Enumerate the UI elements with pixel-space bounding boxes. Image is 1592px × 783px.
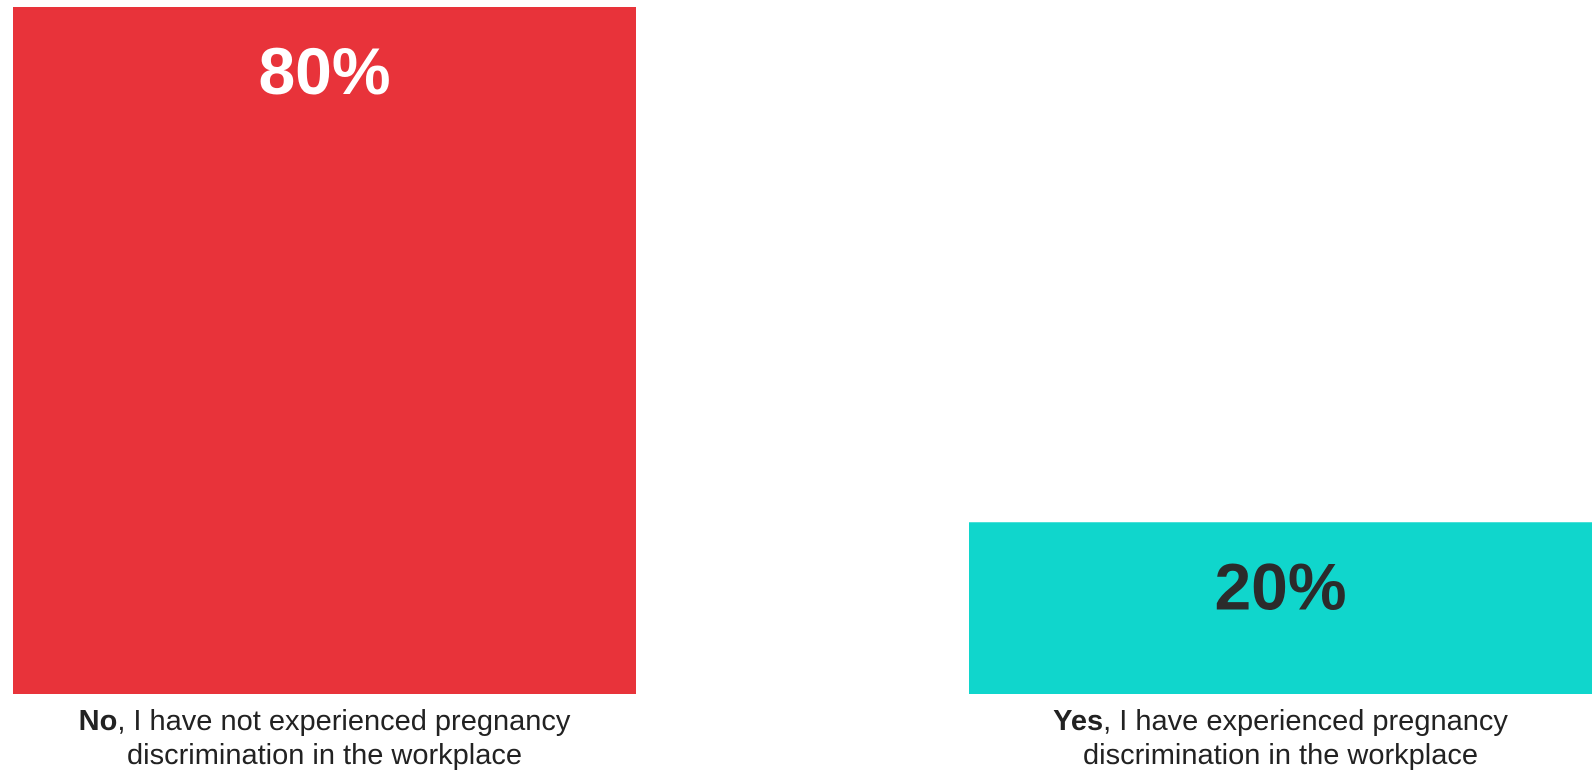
bar-no xyxy=(13,7,636,694)
category-label-yes: Yes, I have experienced pregnancy discri… xyxy=(969,704,1592,772)
data-label-no: 80% xyxy=(258,34,390,108)
category-label-no-line2: discrimination in the workplace xyxy=(127,739,522,771)
bar-yes xyxy=(969,522,1592,694)
category-label-yes-rest: , I have experienced pregnancy xyxy=(1103,705,1508,737)
category-label-no-rest: , I have not experienced pregnancy xyxy=(117,705,571,737)
category-label-yes-bold: Yes xyxy=(1053,705,1104,737)
category-label-yes-line2: discrimination in the workplace xyxy=(1083,739,1478,771)
category-label-no: No, I have not experienced pregnancy dis… xyxy=(13,704,636,772)
category-label-no-bold: No xyxy=(78,705,118,737)
data-label-yes: 20% xyxy=(1214,549,1346,623)
